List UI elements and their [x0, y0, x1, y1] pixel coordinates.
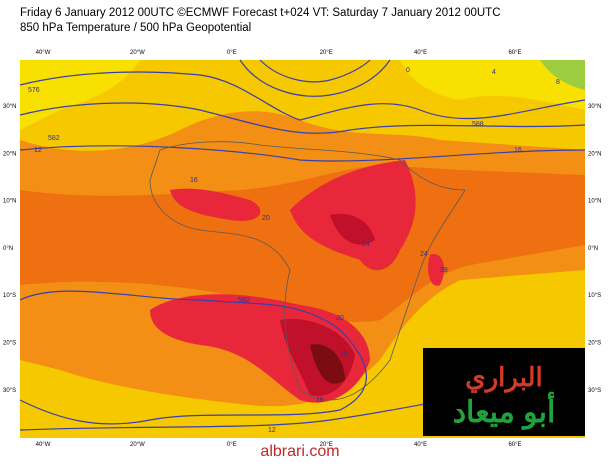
longitude-label: 40°W [36, 442, 51, 448]
contour-label: 576 [28, 87, 40, 94]
contour-label: 582 [238, 297, 250, 304]
longitude-label: 60°E [508, 50, 521, 56]
contour-label: 16 [316, 397, 324, 404]
logo-box [423, 348, 585, 436]
contour-label: 8 [556, 79, 560, 86]
latitude-label: 30°N [588, 104, 601, 110]
longitude-label: 0°E [227, 50, 237, 56]
latitude-label: 20°N [588, 151, 601, 157]
temp-field [428, 254, 445, 286]
temp-field [330, 213, 375, 245]
logo-text: البراري [465, 362, 542, 393]
contour-label: 582 [48, 135, 60, 142]
longitude-label: 20°E [320, 50, 333, 56]
longitude-label: 20°W [130, 50, 145, 56]
longitude-label: 40°E [414, 50, 427, 56]
contour-label: 16 [190, 177, 198, 184]
logo-text: أبو ميعاد [453, 391, 556, 430]
subtitle: 850 hPa Temperature / 500 hPa Geopotenti… [20, 22, 251, 34]
contour-label: 20 [336, 315, 344, 322]
latitude-label: 20°S [3, 341, 16, 347]
latitude-label: 10°N [3, 199, 16, 205]
longitude-label: 60°E [508, 442, 521, 448]
latitude-label: 30°S [588, 388, 601, 394]
contour-label: 28 [440, 267, 448, 274]
latitude-label: 10°S [3, 293, 16, 299]
longitude-label: 20°W [130, 442, 145, 448]
contour-label: 4 [492, 69, 496, 76]
footer-watermark: albrari.com [260, 443, 339, 460]
latitude-label: 30°S [3, 388, 16, 394]
latitude-label: 20°S [588, 341, 601, 347]
temp-field [310, 344, 345, 384]
temp-field [170, 188, 261, 221]
geopotential-contours [19, 59, 586, 431]
latitude-label: 30°N [3, 104, 16, 110]
contour-label: 12 [268, 427, 276, 434]
longitude-label: 0°E [227, 442, 237, 448]
contour-label: 28 [340, 351, 348, 358]
contour-label: 24 [420, 251, 428, 258]
latitude-label: 20°N [3, 151, 16, 157]
contour-label: 16 [514, 147, 522, 154]
contour-label: 12 [34, 147, 42, 154]
latitude-label: 10°N [588, 199, 601, 205]
title: Friday 6 January 2012 00UTC ©ECMWF Forec… [20, 7, 501, 19]
temp-field [290, 160, 416, 271]
latitude-label: 10°S [588, 293, 601, 299]
longitude-label: 20°E [320, 442, 333, 448]
coastlines [149, 141, 466, 401]
longitude-label: 40°W [36, 50, 51, 56]
temp-field [400, 60, 585, 110]
contour-label: 0 [406, 67, 410, 74]
contour-label: 20 [262, 215, 270, 222]
map [19, 59, 586, 438]
latitude-label: 0°N [588, 246, 598, 252]
contour-label: 24 [362, 241, 370, 248]
longitude-label: 40°E [414, 442, 427, 448]
temp-field [20, 60, 140, 130]
contour-label: 588 [472, 121, 484, 128]
temp-field [20, 165, 585, 323]
latitude-label: 0°N [3, 246, 13, 252]
temp-field [540, 60, 585, 90]
